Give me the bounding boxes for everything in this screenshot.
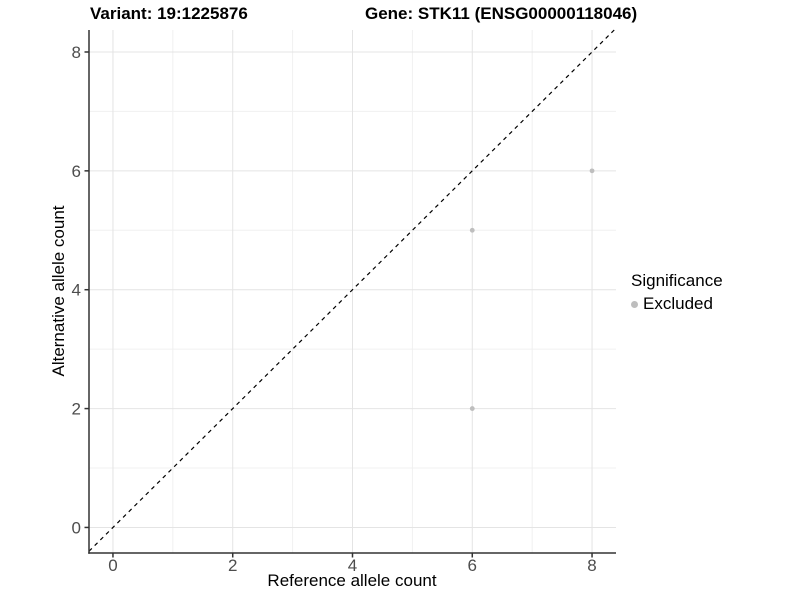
excluded-point-swatch-icon [631, 300, 638, 308]
legend-title: Significance [631, 271, 723, 290]
variant-title: Variant: 19:1225876 [90, 4, 248, 23]
y-tick-label-2: 2 [72, 400, 81, 419]
legend-item-excluded: Excluded [631, 294, 723, 314]
x-tick-label-4: 4 [348, 556, 357, 575]
x-tick-label-2: 2 [228, 556, 237, 575]
y-tick-label-4: 4 [72, 281, 81, 300]
x-axis-title: Reference allele count [267, 571, 437, 590]
legend: Significance Excluded [631, 271, 723, 314]
y-tick-label-6: 6 [72, 162, 81, 181]
data-point-8-6 [589, 168, 595, 174]
data-point-6-2 [469, 406, 475, 411]
y-tick-label-8: 8 [72, 43, 81, 62]
legend-item-label: Excluded [643, 294, 713, 313]
x-tick-label-6: 6 [468, 556, 477, 575]
identity-reference-line [88, 29, 615, 552]
y-tick-label-0: 0 [72, 518, 81, 537]
data-point-6-5 [469, 227, 475, 233]
x-tick-label-8: 8 [587, 556, 596, 575]
gene-title: Gene: STK11 (ENSG00000118046) [365, 4, 638, 23]
x-tick-label-0: 0 [108, 556, 117, 575]
